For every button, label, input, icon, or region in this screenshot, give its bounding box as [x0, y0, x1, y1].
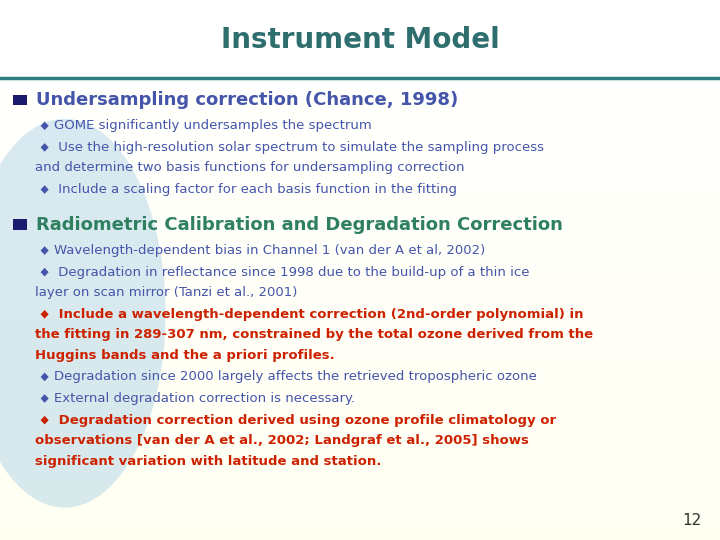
Bar	[0, 359, 720, 369]
Bar	[0, 35, 720, 45]
Bar	[0, 485, 720, 495]
Bar	[0, 260, 720, 270]
Bar	[0, 350, 720, 360]
Bar	[0, 287, 720, 297]
Bar	[0, 503, 720, 513]
Bar	[0, 377, 720, 387]
Bar	[0, 413, 720, 423]
Bar	[0, 467, 720, 477]
Text: the fitting in 289-307 nm, constrained by the total ozone derived from the: the fitting in 289-307 nm, constrained b…	[35, 328, 593, 341]
Text: GOME significantly undersamples the spectrum: GOME significantly undersamples the spec…	[55, 119, 372, 132]
Bar	[0, 494, 720, 504]
Polygon shape	[40, 268, 49, 276]
Bar	[0, 305, 720, 315]
Bar	[0, 512, 720, 522]
Polygon shape	[40, 373, 49, 381]
Polygon shape	[40, 416, 49, 424]
Bar	[0, 233, 720, 243]
Text: Instrument Model: Instrument Model	[220, 26, 500, 55]
Bar	[0, 530, 720, 540]
Bar	[0, 521, 720, 531]
Text: Degradation correction derived using ozone profile climatology or: Degradation correction derived using ozo…	[55, 414, 557, 427]
Polygon shape	[40, 394, 49, 403]
Bar	[0, 224, 720, 234]
Text: and determine two basis functions for undersampling correction: and determine two basis functions for un…	[35, 161, 464, 174]
Bar	[0, 62, 720, 72]
Bar	[0, 44, 720, 54]
Bar	[0, 170, 720, 180]
Bar	[0, 368, 720, 378]
Bar	[0, 314, 720, 324]
Text: Radiometric Calibration and Degradation Correction: Radiometric Calibration and Degradation …	[36, 215, 563, 234]
Bar	[0, 116, 720, 126]
Text: Include a wavelength-dependent correction (2nd-order polynomial) in: Include a wavelength-dependent correctio…	[55, 308, 584, 321]
Bar	[0, 0, 720, 78]
Bar	[0, 215, 720, 225]
Polygon shape	[40, 246, 49, 255]
Bar	[0, 422, 720, 432]
Bar	[0, 89, 720, 99]
Bar	[0, 134, 720, 144]
Bar	[0, 386, 720, 396]
Text: External degradation correction is necessary.: External degradation correction is neces…	[55, 392, 356, 405]
Text: 12: 12	[683, 513, 702, 528]
Text: observations [van der A et al., 2002; Landgraf et al., 2005] shows: observations [van der A et al., 2002; La…	[35, 434, 528, 447]
Bar	[0, 440, 720, 450]
Bar	[0, 161, 720, 171]
Bar	[0, 197, 720, 207]
Bar	[0, 323, 720, 333]
Text: Use the high-resolution solar spectrum to simulate the sampling process: Use the high-resolution solar spectrum t…	[55, 141, 544, 154]
Bar	[0, 143, 720, 153]
Bar	[0, 251, 720, 261]
Bar	[0, 26, 720, 36]
Bar	[0, 107, 720, 117]
Text: Undersampling correction (Chance, 1998): Undersampling correction (Chance, 1998)	[36, 91, 458, 109]
Text: Huggins bands and the a priori profiles.: Huggins bands and the a priori profiles.	[35, 349, 334, 362]
Polygon shape	[40, 310, 49, 319]
Ellipse shape	[0, 119, 166, 508]
Bar	[0, 476, 720, 486]
Polygon shape	[40, 143, 49, 152]
Bar	[0, 242, 720, 252]
Bar	[0, 179, 720, 189]
Bar	[0, 269, 720, 279]
Text: Include a scaling factor for each basis function in the fitting: Include a scaling factor for each basis …	[55, 183, 457, 196]
Bar	[0, 341, 720, 351]
Bar	[0, 53, 720, 63]
Bar	[0, 458, 720, 468]
Bar	[0, 8, 720, 18]
Bar	[0, 80, 720, 90]
Bar	[0, 278, 720, 288]
Bar	[0, 404, 720, 414]
Bar	[0, 449, 720, 459]
Bar	[13, 219, 27, 230]
Text: Degradation in reflectance since 1998 due to the build-up of a thin ice: Degradation in reflectance since 1998 du…	[55, 266, 530, 279]
Polygon shape	[40, 122, 49, 130]
Bar	[0, 71, 720, 81]
Bar	[0, 17, 720, 27]
Bar	[0, 332, 720, 342]
Text: significant variation with latitude and station.: significant variation with latitude and …	[35, 455, 381, 468]
Bar	[0, 296, 720, 306]
Bar	[0, 395, 720, 405]
Bar	[0, 206, 720, 216]
Text: Wavelength-dependent bias in Channel 1 (van der A et al, 2002): Wavelength-dependent bias in Channel 1 (…	[55, 244, 486, 257]
Polygon shape	[40, 185, 49, 194]
Text: layer on scan mirror (Tanzi et al., 2001): layer on scan mirror (Tanzi et al., 2001…	[35, 286, 297, 299]
Bar	[0, 125, 720, 135]
Bar	[0, 152, 720, 162]
Bar	[13, 94, 27, 105]
Bar	[0, 0, 720, 9]
Text: Degradation since 2000 largely affects the retrieved tropospheric ozone: Degradation since 2000 largely affects t…	[55, 370, 537, 383]
Bar	[0, 431, 720, 441]
Bar	[0, 98, 720, 108]
Bar	[0, 188, 720, 198]
